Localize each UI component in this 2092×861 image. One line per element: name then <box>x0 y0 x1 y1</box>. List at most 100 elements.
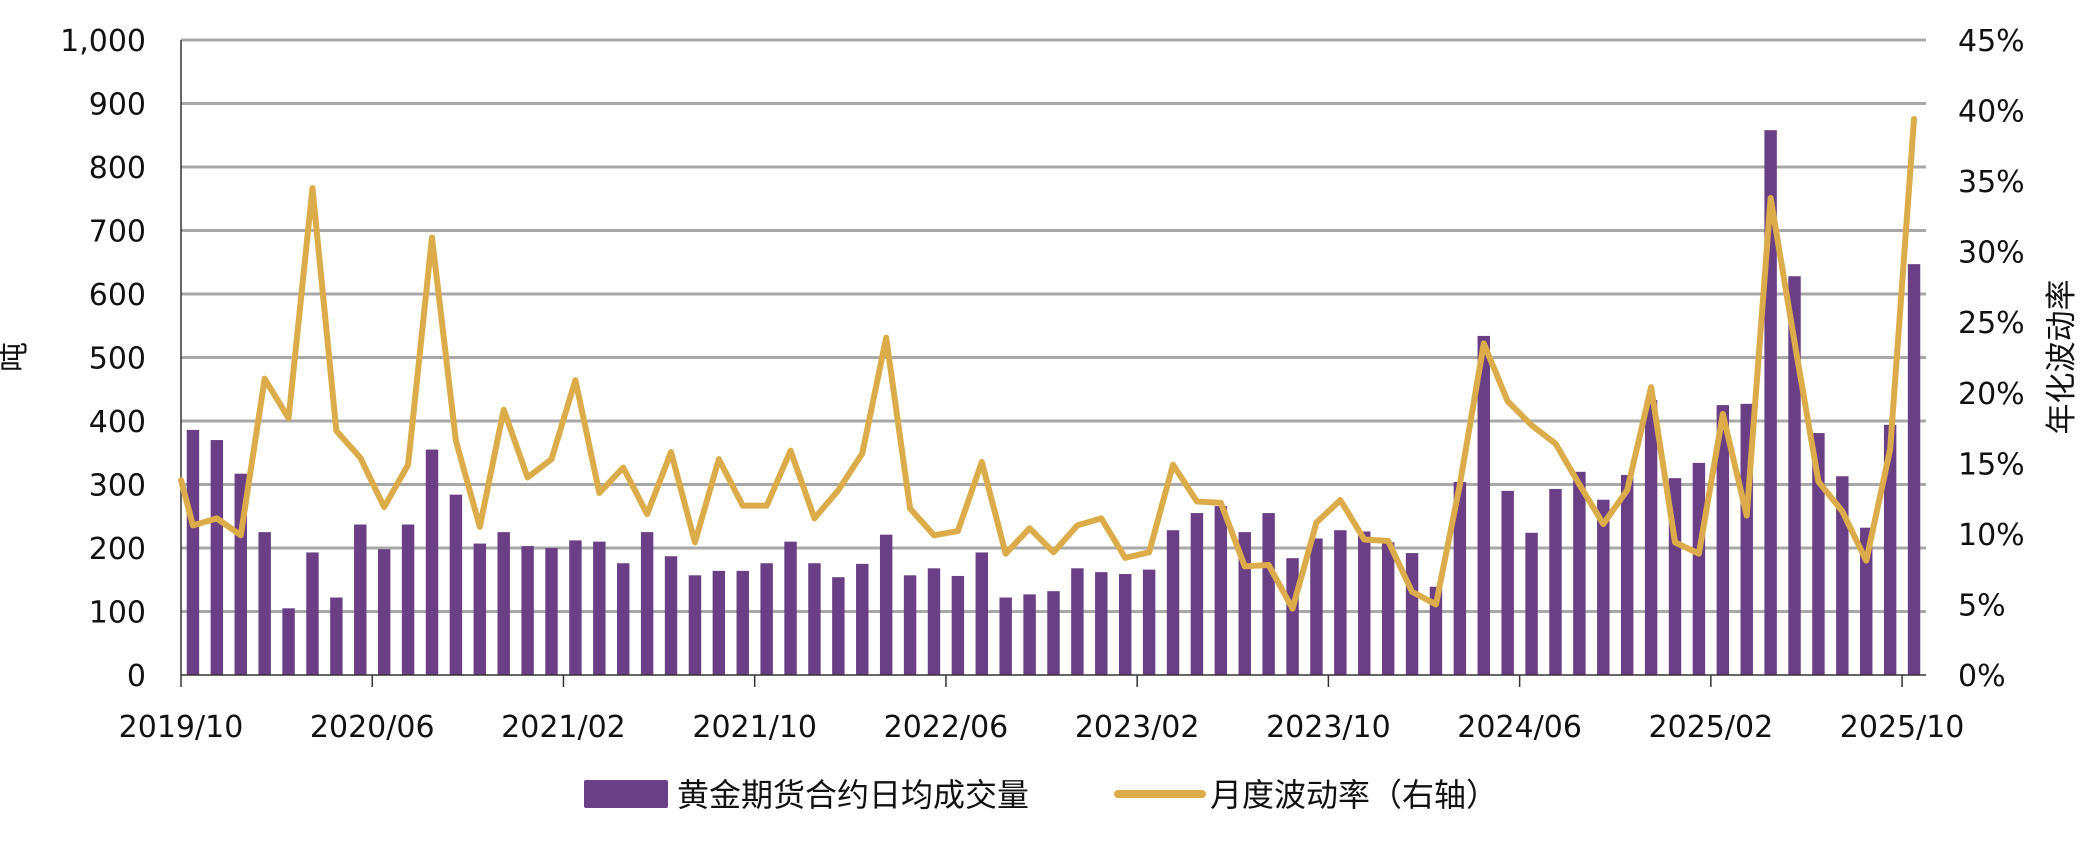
bar <box>880 535 892 675</box>
x-axis-tick-label: 2024/06 <box>1457 710 1582 745</box>
left-axis-tick-label: 200 <box>89 532 146 567</box>
bar <box>1286 558 1298 675</box>
right-axis-tick-label: 5% <box>1958 588 2006 623</box>
right-axis-tick-label: 0% <box>1958 659 2006 694</box>
bar <box>1382 542 1394 675</box>
bar <box>713 571 725 675</box>
bar <box>760 563 772 675</box>
right-axis-tick-label: 15% <box>1958 447 2025 482</box>
x-axis-tick-labels: 2019/10 2020/06 2021/02 2021/10 2022/06 2023/… <box>119 710 1965 745</box>
x-axis-tick-label: 2019/10 <box>119 710 244 745</box>
bar <box>1693 463 1705 675</box>
bar <box>1143 570 1155 675</box>
bar <box>282 608 294 675</box>
bar <box>569 540 581 675</box>
bar <box>737 571 749 675</box>
bar <box>474 544 486 675</box>
right-axis-tick-labels: 0% 5% 10% 15% 20% 25% 30% 35% 40% 45% <box>1958 24 2025 694</box>
bar <box>1621 475 1633 675</box>
bar <box>1119 574 1131 675</box>
left-axis-tick-label: 300 <box>89 469 146 504</box>
bar <box>521 546 533 675</box>
bar <box>545 548 557 675</box>
bar <box>832 577 844 675</box>
bar <box>211 440 223 675</box>
x-axis-tick-label: 2021/02 <box>501 710 626 745</box>
x-axis-tick-label: 2020/06 <box>310 710 435 745</box>
bar <box>665 556 677 675</box>
legend-label-volume: 黄金期货合约日均成交量 <box>677 776 1029 814</box>
bar <box>999 598 1011 675</box>
bar <box>856 564 868 675</box>
right-axis-tick-label: 45% <box>1958 24 2025 59</box>
bar <box>1501 491 1513 675</box>
right-axis-tick-label: 30% <box>1958 236 2025 271</box>
legend-swatch-volume <box>584 780 668 808</box>
bar <box>1191 513 1203 675</box>
left-axis-tick-label: 900 <box>89 88 146 123</box>
legend: 黄金期货合约日均成交量 月度波动率（右轴） <box>584 776 1498 814</box>
right-axis-tick-label: 35% <box>1958 165 2025 200</box>
left-axis-tick-label: 1,000 <box>60 24 146 59</box>
bar <box>1406 553 1418 675</box>
bar <box>1071 568 1083 675</box>
bar <box>258 532 270 675</box>
right-axis-tick-label: 20% <box>1958 377 2025 412</box>
bar <box>904 575 916 675</box>
x-axis-tick-label: 2025/10 <box>1840 710 1965 745</box>
left-axis-title: 吨 <box>0 342 32 372</box>
bar <box>593 542 605 675</box>
bar <box>1095 572 1107 675</box>
right-axis-title: 年化波动率 <box>2044 280 2080 435</box>
bar <box>450 495 462 675</box>
bar <box>928 568 940 675</box>
bar <box>952 576 964 675</box>
bar <box>976 552 988 675</box>
right-axis-tick-label: 40% <box>1958 95 2025 130</box>
bar-series <box>187 130 1921 675</box>
bar <box>426 450 438 675</box>
left-axis-tick-label: 0 <box>127 659 146 694</box>
bar <box>1310 538 1322 675</box>
bar <box>808 563 820 675</box>
legend-label-volatility: 月度波动率（右轴） <box>1210 776 1498 814</box>
x-axis-tick-label: 2021/10 <box>692 710 817 745</box>
axes <box>181 40 1926 687</box>
right-axis-tick-label: 10% <box>1958 518 2025 553</box>
bar <box>1047 591 1059 675</box>
right-axis-tick-label: 25% <box>1958 306 2025 341</box>
bar <box>1549 489 1561 675</box>
x-axis-tick-label: 2023/02 <box>1075 710 1200 745</box>
bar <box>1023 594 1035 675</box>
bar <box>1334 530 1346 675</box>
x-axis-tick-label: 2025/02 <box>1649 710 1774 745</box>
x-axis-tick-label: 2023/10 <box>1266 710 1391 745</box>
bar <box>354 525 366 675</box>
bar <box>784 542 796 675</box>
x-axis-tick-label: 2022/06 <box>884 710 1009 745</box>
left-axis-tick-label: 800 <box>89 151 146 186</box>
bar <box>1358 531 1370 675</box>
bar <box>330 598 342 675</box>
bar <box>1573 472 1585 675</box>
bar <box>641 532 653 675</box>
bar <box>689 575 701 675</box>
bar <box>1908 264 1920 675</box>
bar <box>497 532 509 675</box>
left-axis-tick-label: 100 <box>89 596 146 631</box>
bar <box>187 430 199 675</box>
bar <box>1215 506 1227 675</box>
left-axis-tick-label: 400 <box>89 405 146 440</box>
bar <box>1525 533 1537 675</box>
bar <box>617 563 629 675</box>
bar <box>1262 513 1274 675</box>
bar <box>378 549 390 675</box>
bar <box>306 552 318 675</box>
bar <box>402 525 414 675</box>
bar <box>1645 400 1657 675</box>
bar <box>1167 530 1179 675</box>
left-axis-tick-label: 600 <box>89 278 146 313</box>
left-axis-tick-label: 700 <box>89 215 146 250</box>
